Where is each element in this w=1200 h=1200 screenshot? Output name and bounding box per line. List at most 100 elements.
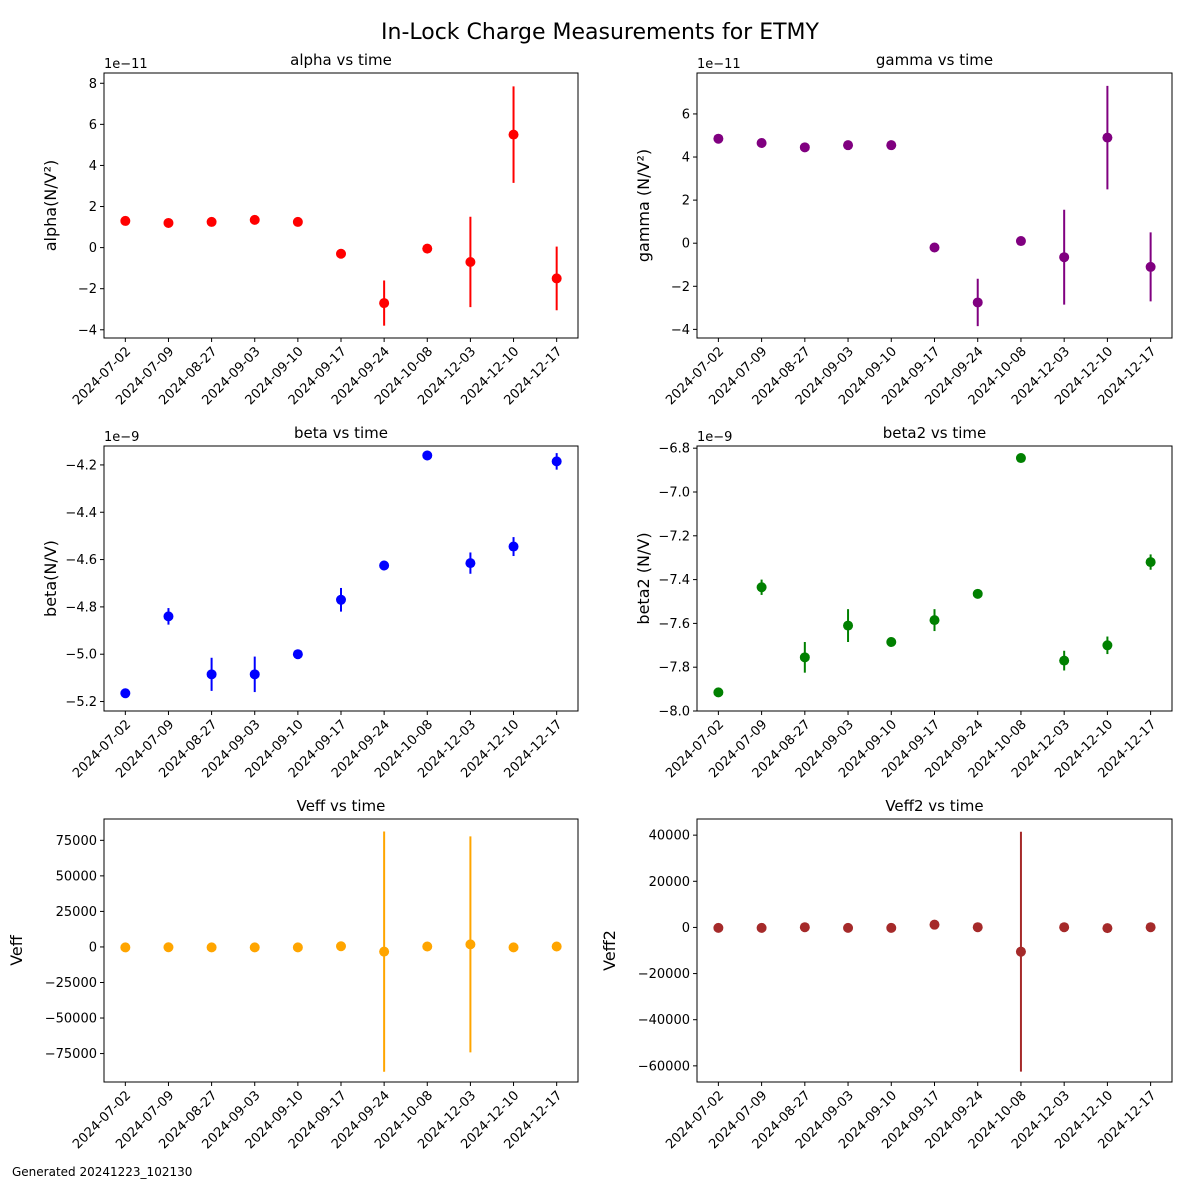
axis-offset-text: 1e−9	[697, 430, 732, 445]
y-tick-label: 4	[89, 159, 97, 174]
data-point	[508, 129, 519, 140]
axis-offset-text: 1e−9	[104, 430, 139, 445]
y-tick-label: 50000	[56, 869, 97, 884]
data-point	[1015, 946, 1026, 957]
data-point	[292, 649, 303, 660]
y-tick-label: −60000	[638, 1059, 690, 1074]
data-point	[422, 941, 433, 952]
y-tick-label: 8	[89, 77, 97, 92]
plot-frame	[103, 818, 579, 1083]
generated-footer: Generated 20241223_102130	[12, 1165, 193, 1179]
y-tick-label: −8.0	[658, 705, 690, 720]
y-tick-label: 75000	[56, 834, 97, 849]
data-point	[551, 456, 562, 467]
y-tick-label: −4.4	[65, 506, 97, 521]
y-tick-label: −7.6	[658, 617, 690, 632]
y-tick-label: −7.8	[658, 661, 690, 676]
data-point	[843, 922, 854, 933]
y-tick-label: 0	[89, 241, 97, 256]
subplot-title: alpha vs time	[290, 51, 392, 69]
data-point	[336, 248, 346, 259]
data-point	[508, 942, 519, 953]
subplot-title: beta vs time	[294, 424, 388, 442]
subplot-4: beta2 vs time 1e−9 −8.0 −7.8 −7.6 −7.4 −7.2 −7.…	[634, 424, 1173, 781]
subplot-6: Veff2 vs time −60000 −40000 −20000 0 20000 400…	[600, 797, 1173, 1152]
data-point	[465, 256, 476, 267]
data-point	[799, 652, 810, 663]
y-tick-label: −25000	[45, 976, 97, 991]
data-point	[551, 941, 562, 952]
data-point	[379, 560, 390, 571]
y-tick-label: −4	[671, 323, 690, 338]
data-point	[972, 297, 983, 308]
y-tick-label: −20000	[638, 967, 690, 982]
y-tick-label: 6	[682, 107, 690, 122]
y-tick-label: 2	[89, 200, 97, 215]
y-tick-label: 25000	[56, 905, 97, 920]
y-tick-label: −7.4	[658, 573, 690, 588]
subplot-3: beta vs time 1e−9 −5.2 −5.0 −4.8 −4.6 −4.4 −4.2…	[41, 424, 579, 781]
data-point	[336, 594, 346, 605]
data-point	[1102, 640, 1113, 651]
y-tick-label: 20000	[649, 875, 690, 890]
subplot-title: gamma vs time	[876, 51, 993, 69]
y-axis-label: alpha(N/V²)	[41, 160, 60, 252]
data-point	[508, 541, 519, 552]
data-point	[379, 946, 390, 957]
y-tick-label: 2	[682, 194, 690, 209]
data-point	[756, 922, 767, 933]
y-tick-label: −5.2	[65, 695, 97, 710]
axis-offset-text: 1e−11	[104, 57, 148, 72]
data-point	[465, 939, 476, 950]
data-point	[972, 588, 983, 599]
y-tick-label: −2	[78, 282, 97, 297]
y-axis-label: gamma (N/V²)	[634, 149, 653, 262]
axis-offset-text: 1e−11	[697, 57, 741, 72]
data-point	[292, 942, 303, 953]
figure-title: In-Lock Charge Measurements for ETMY	[381, 20, 819, 45]
data-point	[713, 687, 724, 698]
y-tick-label: 40000	[649, 829, 690, 844]
data-point	[422, 450, 433, 461]
data-point	[551, 273, 562, 284]
y-tick-label: 0	[682, 237, 690, 252]
data-point	[756, 138, 767, 149]
data-point	[1059, 922, 1070, 933]
data-point	[120, 942, 131, 953]
data-point	[843, 140, 854, 151]
data-point	[1059, 655, 1070, 666]
y-tick-label: −7.0	[658, 485, 690, 500]
y-axis-label: Veff2	[600, 930, 619, 971]
data-point	[1015, 453, 1026, 464]
y-tick-label: −7.2	[658, 529, 690, 544]
data-point	[206, 942, 217, 953]
y-tick-label: −4.2	[65, 458, 97, 473]
data-point	[799, 142, 810, 153]
y-tick-label: 6	[89, 118, 97, 133]
plot-frame	[696, 72, 1173, 339]
data-point	[206, 669, 217, 680]
data-point	[292, 216, 303, 227]
data-point	[1145, 261, 1156, 272]
y-tick-label: −75000	[45, 1047, 97, 1062]
data-point	[163, 942, 174, 953]
data-point	[1059, 252, 1070, 263]
y-tick-label: 4	[682, 151, 690, 166]
y-tick-label: −50000	[45, 1012, 97, 1027]
plot-frame	[696, 818, 1173, 1083]
data-point	[886, 140, 897, 151]
data-point	[379, 298, 390, 309]
data-point	[163, 611, 174, 622]
data-point	[249, 942, 260, 953]
y-tick-label: −5.0	[65, 648, 97, 663]
data-point	[929, 242, 940, 253]
data-point	[120, 688, 131, 699]
y-tick-label: 0	[682, 921, 690, 936]
data-point	[163, 217, 174, 228]
data-point	[929, 615, 940, 626]
data-point	[1145, 557, 1156, 568]
data-point	[249, 669, 260, 680]
plot-frame	[696, 445, 1173, 712]
